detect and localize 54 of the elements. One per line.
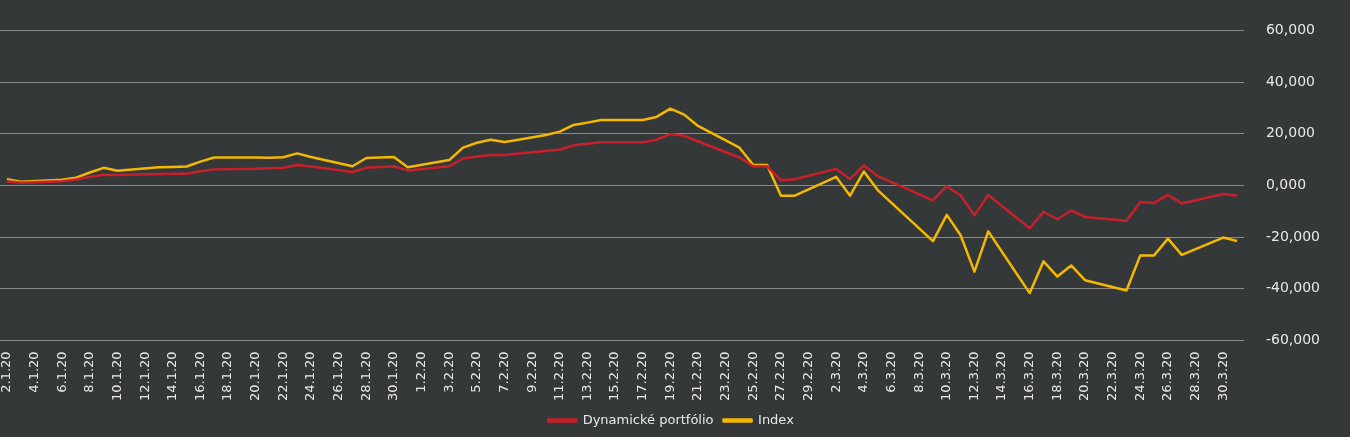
x-tick-label: 4.3.20 — [855, 351, 871, 393]
x-tick-label: 12.3.20 — [965, 351, 981, 402]
x-tick-label: 20.1.20 — [247, 351, 263, 402]
x-tick-label: 29.2.20 — [799, 351, 815, 402]
x-tick-label: 21.2.20 — [689, 351, 705, 402]
x-tick-label: 15.2.20 — [606, 351, 622, 402]
x-tick-label: 14.1.20 — [164, 351, 180, 402]
x-tick-label: 26.1.20 — [330, 351, 346, 402]
x-tick-label: 23.2.20 — [717, 351, 733, 402]
x-tick-label: 22.1.20 — [274, 351, 290, 402]
x-tick-label: 16.1.20 — [191, 351, 207, 402]
x-tick-label: 13.2.20 — [578, 351, 594, 402]
x-tick-label: 8.3.20 — [910, 351, 926, 393]
x-tick-label: 19.2.20 — [661, 351, 677, 402]
x-tick-label: 12.1.20 — [136, 351, 152, 402]
y-tick-label: 20,000 — [1265, 124, 1315, 141]
y-tick-label: 40,000 — [1265, 72, 1315, 89]
x-tick-label: 5.2.20 — [468, 351, 484, 393]
x-tick-label: 6.3.20 — [882, 351, 898, 393]
x-tick-label: 8.1.20 — [81, 351, 97, 393]
y-tick-label: 0,000 — [1265, 176, 1307, 193]
x-tick-label: 20.3.20 — [1076, 351, 1092, 402]
legend-label: Index — [758, 411, 795, 427]
x-tick-label: 10.3.20 — [938, 351, 954, 402]
x-tick-label: 18.1.20 — [219, 351, 235, 402]
y-tick-label: -20,000 — [1265, 227, 1321, 244]
x-tick-label: 26.3.20 — [1159, 351, 1175, 402]
x-tick-label: 10.1.20 — [108, 351, 124, 402]
y-tick-label: -60,000 — [1265, 331, 1321, 348]
x-tick-label: 24.1.20 — [302, 351, 318, 402]
x-tick-label: 30.3.20 — [1214, 351, 1230, 402]
x-tick-label: 28.3.20 — [1186, 351, 1202, 402]
x-tick-label: 9.2.20 — [523, 351, 539, 393]
x-tick-label: 16.3.20 — [1021, 351, 1037, 402]
x-tick-label: 6.1.20 — [53, 351, 69, 393]
x-tick-label: 1.2.20 — [412, 351, 428, 393]
x-tick-label: 7.2.20 — [495, 351, 511, 393]
x-tick-label: 2.3.20 — [827, 351, 843, 393]
x-tick-label: 2.1.20 — [0, 351, 14, 393]
x-tick-label: 27.2.20 — [772, 351, 788, 402]
x-tick-label: 11.2.20 — [551, 351, 567, 402]
y-tick-label: 60,000 — [1265, 21, 1315, 38]
x-tick-label: 22.3.20 — [1104, 351, 1120, 402]
x-tick-label: 14.3.20 — [993, 351, 1009, 402]
x-tick-label: 3.2.20 — [440, 351, 456, 393]
x-tick-label: 18.3.20 — [1048, 351, 1064, 402]
y-tick-label: -40,000 — [1265, 279, 1321, 296]
x-tick-label: 28.1.20 — [357, 351, 373, 402]
x-tick-label: 24.3.20 — [1131, 351, 1147, 402]
legend-label: Dynamické portfólio — [582, 411, 714, 427]
x-tick-label: 30.1.20 — [385, 351, 401, 402]
x-tick-label: 4.1.20 — [25, 351, 41, 393]
x-tick-label: 17.2.20 — [634, 351, 650, 402]
x-tick-label: 25.2.20 — [744, 351, 760, 402]
